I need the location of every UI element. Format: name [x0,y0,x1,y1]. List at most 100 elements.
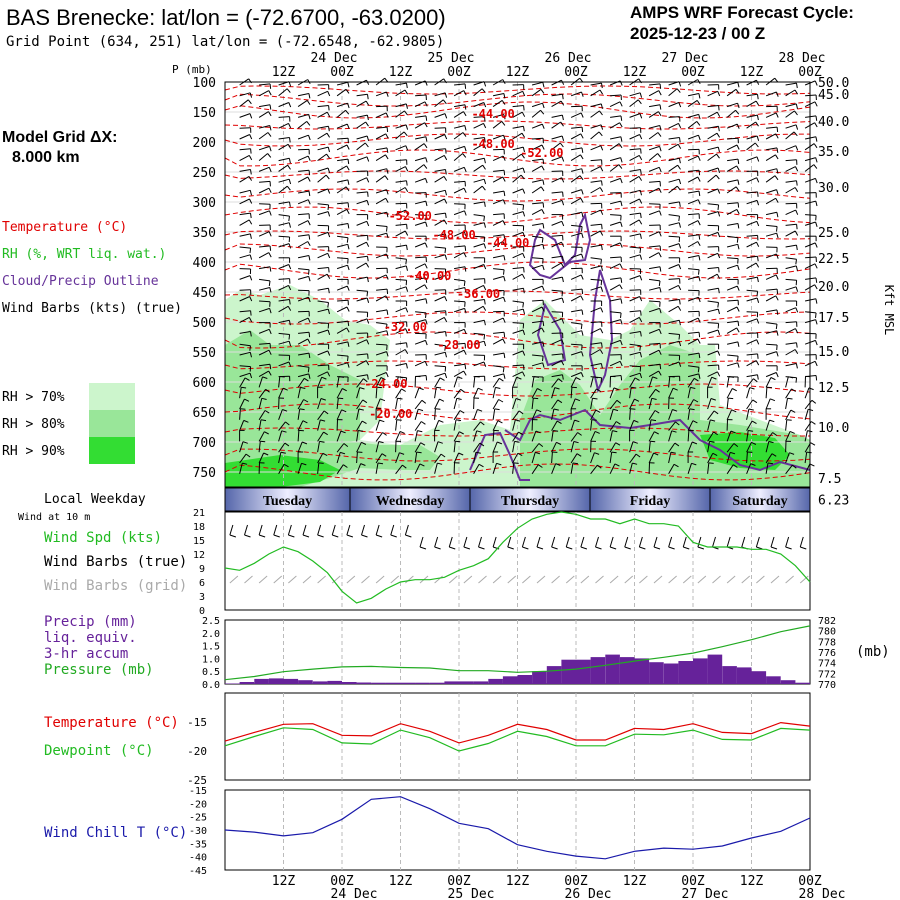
model-grid-value: 8.000 km [12,149,80,166]
wind-barb [483,102,487,108]
wind-barb [269,266,272,272]
pressure-tick-label: 650 [193,406,216,421]
wind-barb [463,111,467,117]
temperature-legend: Temperature (°C) [44,715,179,731]
wind-barb [414,177,426,183]
wind-barb [795,363,798,369]
wind-barb [243,419,249,423]
wind-barb [258,166,270,172]
wind-barb [444,254,448,260]
wind-barb [711,376,717,380]
surface-wind-barb [302,524,307,536]
wind-barb [609,284,620,291]
wind-barb [356,114,368,118]
wind-barb [453,231,465,237]
top-time-label: 12Z [272,65,296,80]
wind-barb [453,410,461,421]
wind-barb [717,232,721,238]
wind-tick-label: 9 [199,564,205,575]
temperature-isotherm [224,170,811,180]
wind-barb [297,430,300,442]
wind-barb [366,200,370,206]
wind-barb [609,177,621,183]
wind-barb [559,142,564,148]
wind-barb [570,441,575,453]
wind-barb [473,264,484,270]
wind-barb [785,265,797,270]
wind-barb [363,378,368,383]
wind-barb [346,165,350,171]
wind-barb [444,92,448,98]
wind-barb [746,255,758,259]
wind-barb [717,253,721,259]
wind-barb [687,373,699,378]
temperature-tick-label: -15 [187,716,207,729]
pressure-tick-label: 350 [193,226,216,241]
wind-barb [746,420,753,431]
precip-tick-label: 1.5 [202,642,220,653]
wind-barb [648,153,658,161]
wind-barb [765,377,772,388]
wind-barb [492,338,504,345]
wind-barb [297,155,309,162]
wind-barb [473,305,484,313]
wind-barb [580,324,583,330]
wind-barb [278,305,289,313]
precip-bar [766,676,781,684]
surface-wind-barb [332,534,339,538]
wind-barb [775,324,778,330]
wind-barb [696,121,701,126]
wind-barb [639,134,643,140]
surface-wind-barb [244,534,251,538]
wind-barb [785,103,797,108]
isotherm-label: -36.00 [457,287,500,301]
wind-barb [609,409,614,420]
wind-barb [629,198,640,205]
wind-barb [414,242,426,248]
wind-barb [356,360,367,367]
model-grid-label: Model Grid ΔX: [2,129,118,146]
wind-barb [551,399,559,410]
wind-barb [521,111,526,117]
wind-barb [814,361,818,367]
temperature-legend: Dewpoint (°C) [44,743,154,759]
wind-barb [385,112,389,118]
pressure-tick-label: 250 [193,166,216,181]
bottom-time-label: 00Z [681,874,705,889]
top-date-label: 24 Dec [311,51,358,66]
wind-barb [542,362,545,368]
temperature-isotherm [224,93,811,107]
wind-barb [746,353,758,356]
wind-barb [649,104,661,108]
wind-barb [601,83,603,89]
wind-barb [668,305,679,313]
wind-barb [278,387,284,399]
wind-barb [454,342,466,345]
wind-barb [444,248,447,254]
wind-barb [259,363,271,367]
precip-bar [459,681,474,684]
wind-barb [620,178,623,184]
wind-tick-label: 3 [199,592,205,603]
wind-barb [785,230,796,237]
wind-barb [303,399,309,403]
wind-barb [518,431,523,436]
wind-barb [726,388,733,399]
wind-barb [756,277,759,283]
wind-barb [434,212,446,216]
wind-barb [687,113,699,118]
wind-barb [346,123,350,129]
wind-barb [726,341,739,345]
wind-barb [639,233,642,239]
wind-barb [414,421,422,431]
wind-barb [775,295,779,301]
wind-barb [356,220,367,226]
wind-barb [473,178,485,183]
wind-barb [405,124,409,130]
wind-barb [258,90,270,97]
wind-barb [581,91,584,97]
wind-barb [297,378,305,388]
wind-barb [659,83,662,89]
wind-barb [787,397,793,400]
wind-barb [453,145,465,151]
